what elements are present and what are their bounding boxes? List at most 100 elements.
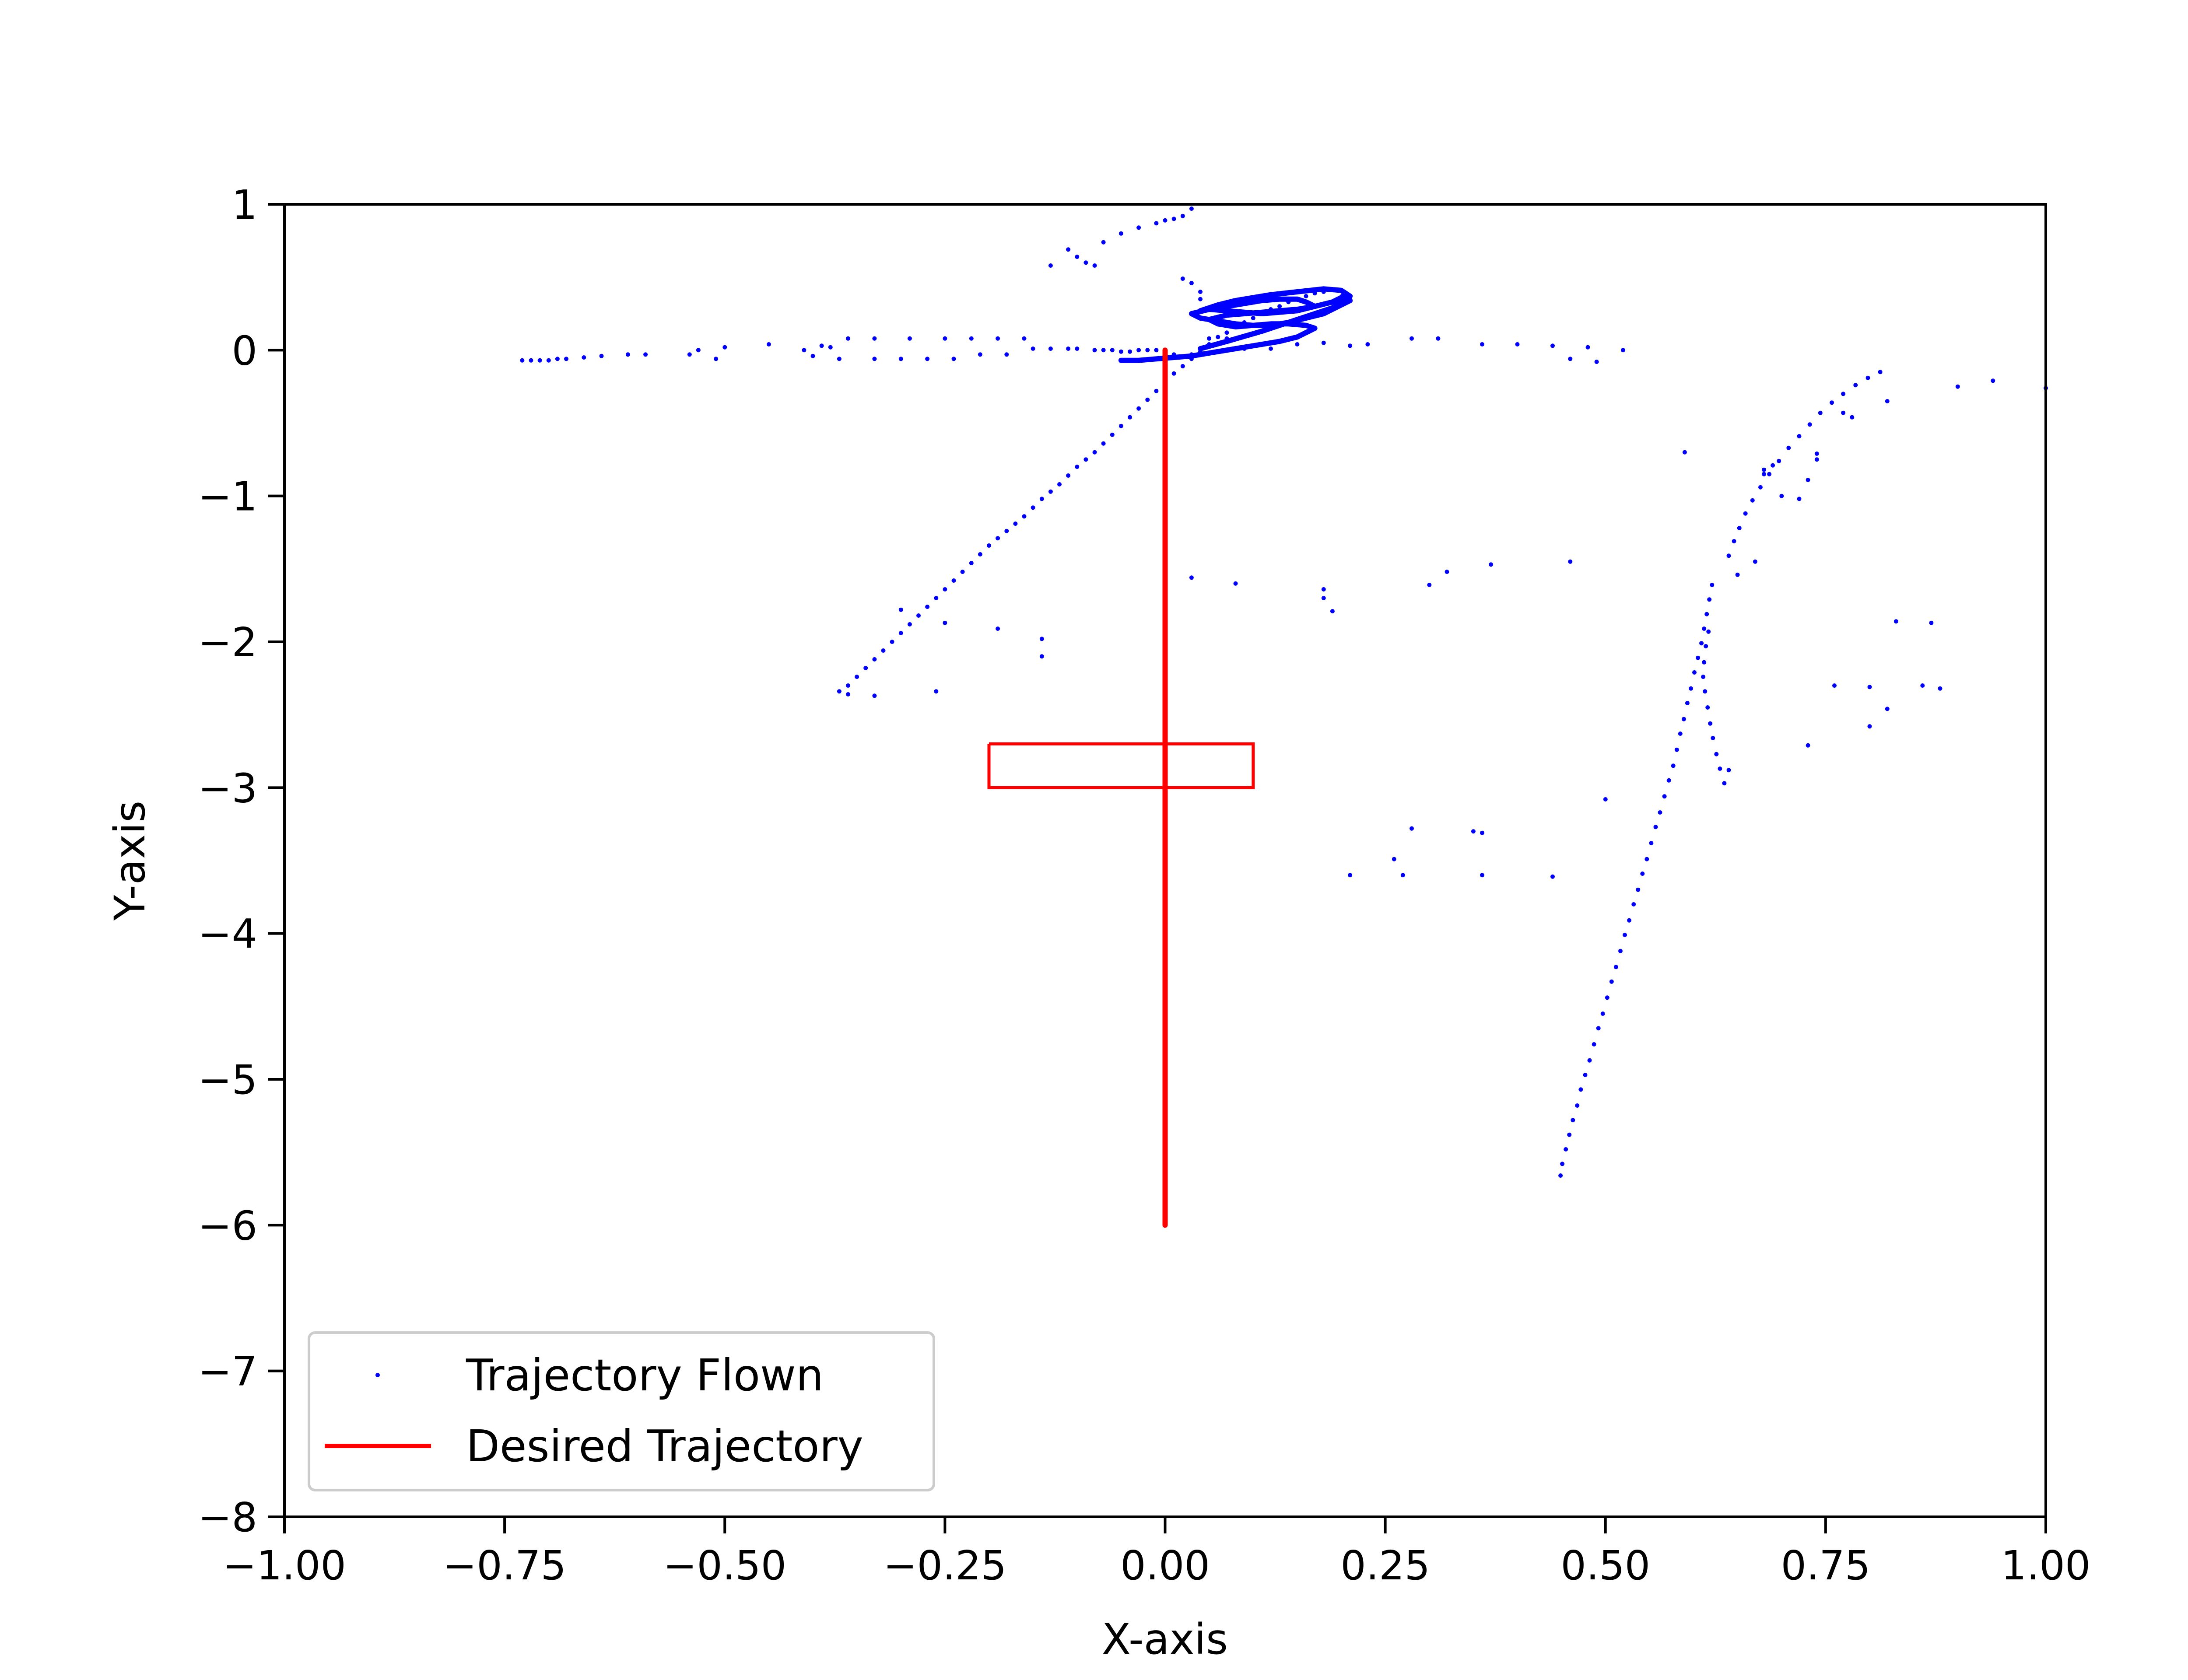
data-point <box>1321 287 1326 291</box>
data-point <box>766 342 771 346</box>
data-point <box>537 358 542 363</box>
data-point <box>1136 406 1141 411</box>
data-point <box>1295 308 1300 313</box>
desired-trajectory-box <box>987 742 1255 789</box>
y-axis-title: Y-axis <box>105 801 154 921</box>
data-point <box>1251 323 1255 328</box>
data-point <box>872 357 877 361</box>
data-point <box>1678 732 1683 736</box>
data-point <box>1066 247 1071 252</box>
data-point <box>1304 294 1308 298</box>
data-point <box>1696 655 1701 660</box>
data-point <box>1885 707 1890 711</box>
data-point <box>1743 511 1748 516</box>
data-point <box>1128 415 1132 420</box>
data-point <box>1704 612 1709 616</box>
data-point <box>925 357 930 361</box>
data-point <box>1348 298 1353 303</box>
data-point <box>846 683 850 688</box>
data-point <box>1295 335 1300 340</box>
data-point <box>872 693 877 698</box>
data-point <box>1658 810 1662 815</box>
data-point <box>1304 323 1308 328</box>
data-point <box>1136 358 1141 363</box>
data-point <box>898 631 903 635</box>
data-point <box>1710 583 1715 587</box>
data-point <box>1867 724 1872 729</box>
data-point <box>520 358 525 363</box>
y-tick-label: −7 <box>198 1348 257 1395</box>
data-point <box>1207 336 1212 341</box>
data-point <box>1048 346 1053 351</box>
data-point <box>643 352 648 357</box>
data-point <box>1154 388 1159 393</box>
data-point <box>1083 260 1088 265</box>
data-point <box>1762 467 1766 472</box>
data-point <box>1692 670 1697 675</box>
data-point <box>1594 360 1599 364</box>
data-point <box>1101 240 1106 245</box>
data-point <box>1251 295 1255 300</box>
data-point <box>1567 1132 1572 1137</box>
data-point <box>1797 434 1802 438</box>
data-point <box>907 622 912 626</box>
data-point <box>1818 410 1823 415</box>
data-point <box>1682 450 1687 455</box>
data-point <box>529 358 533 363</box>
data-point <box>1758 485 1763 490</box>
data-point <box>1436 336 1441 341</box>
data-point <box>1048 263 1053 268</box>
data-point <box>582 355 586 360</box>
data-point <box>564 357 568 361</box>
data-point <box>1702 660 1707 665</box>
data-point <box>1198 290 1203 294</box>
data-point <box>1207 317 1212 322</box>
y-tick-label: 1 <box>231 182 257 228</box>
data-point <box>1304 300 1308 304</box>
data-point <box>1920 683 1925 688</box>
data-point <box>1092 263 1097 268</box>
data-point <box>943 620 947 625</box>
data-point <box>1685 701 1690 705</box>
data-point <box>1101 348 1106 353</box>
data-point <box>1779 494 1784 498</box>
y-axis-ticks: 1 0 −1 −2 −3 −4 −5 −6 −7 −8 <box>198 182 284 1541</box>
legend-label-trajectory-flown: Trajectory Flown <box>466 1350 824 1401</box>
data-point <box>1013 522 1018 526</box>
data-point <box>1564 1147 1568 1152</box>
data-point <box>1154 221 1159 226</box>
data-point <box>846 692 850 696</box>
data-point <box>1110 432 1115 437</box>
data-point <box>1022 336 1027 341</box>
data-point <box>1083 457 1088 462</box>
data-point <box>863 666 868 670</box>
data-point <box>1649 841 1654 845</box>
data-point <box>1233 322 1238 326</box>
data-point <box>1558 1173 1563 1178</box>
data-point <box>1207 351 1212 355</box>
data-point <box>1726 768 1731 773</box>
y-tick-label: 0 <box>231 327 257 374</box>
data-point <box>1242 310 1247 315</box>
data-point <box>1180 276 1185 281</box>
data-point <box>1180 364 1185 368</box>
data-point <box>925 605 930 609</box>
y-tick-label: −8 <box>198 1494 257 1541</box>
data-point <box>1587 1058 1592 1063</box>
data-point <box>1636 887 1641 892</box>
data-point <box>1410 826 1414 831</box>
data-point <box>819 343 824 348</box>
data-point <box>1550 874 1555 879</box>
x-axis-title: X-axis <box>1102 1615 1228 1664</box>
data-point <box>1689 686 1693 691</box>
series-trajectory-flown-points <box>520 206 2048 1178</box>
x-tick-label: 0.75 <box>1781 1542 1870 1589</box>
data-point <box>1101 441 1106 446</box>
data-point <box>810 354 815 358</box>
data-point <box>1571 1118 1575 1123</box>
x-tick-label: −1.00 <box>223 1542 346 1589</box>
data-point <box>1224 313 1229 318</box>
data-point <box>1814 457 1819 462</box>
data-point <box>1645 857 1649 861</box>
data-point <box>1885 399 1890 403</box>
